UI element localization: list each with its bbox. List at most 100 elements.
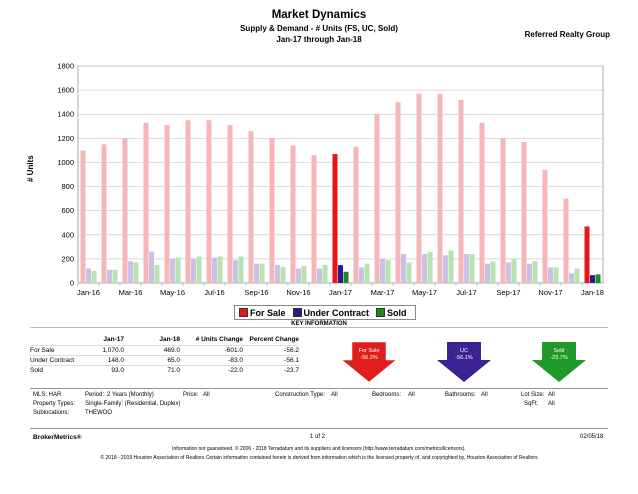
arrow-value-uc: -56.1% [455,355,473,361]
bar-for-sale [122,138,128,283]
x-tick-label: May-16 [160,288,185,297]
legend-label-sold: Sold [387,307,407,318]
cell-jan18: 65.0 [124,355,180,366]
table-row: Under Contract 148.0 65.0 -83.0 -56.1 [30,355,299,366]
bar-sold [574,268,580,283]
bar-sold [427,251,433,283]
y-tick-label: 400 [61,230,74,239]
filter-construction-label: Construction Type: [275,392,325,398]
y-tick-label: 1400 [57,110,74,119]
bar-for-sale [353,146,359,283]
bar-for-sale [311,155,317,283]
bar-under-contract [506,262,511,283]
bar-sold [259,263,265,283]
filter-construction-value: All [331,392,338,398]
bar-under-contract [86,268,91,283]
cell-change: -601.0 [180,345,243,356]
bar-for-sale [101,144,107,283]
bar-sold [532,261,538,283]
bar-sold [217,256,223,283]
bar-under-contract [422,254,427,283]
bar-under-contract [128,261,133,283]
y-tick-label: 600 [61,206,74,215]
bar-for-sale [521,141,527,283]
bar-under-contract [464,254,469,283]
bar-for-sale [164,125,170,283]
bar-sold [238,256,244,283]
table-row: For Sale 1,070.0 469.0 -601.0 -56.2 [30,345,299,356]
arrow-value-sold: -23.7% [550,355,568,361]
bar-for-sale [500,138,506,283]
filter-bedrooms-label: Bedrooms: [372,392,402,398]
row-label: Under Contract [30,355,94,366]
bar-under-contract [212,257,217,283]
y-tick-label: 1000 [57,158,74,167]
bar-for-sale [563,198,569,283]
bar-under-contract [107,269,112,283]
cell-change: -22.0 [180,365,243,375]
filter-lotsize-value: All [548,392,555,398]
bar-for-sale [395,102,401,284]
legend-swatch-under-contract [292,308,302,317]
bar-under-contract [569,273,574,283]
bar-for-sale [416,93,422,283]
chart-period: Jan-17 through Jan-18 [276,35,362,44]
header-jan17: Jan-17 [103,336,124,343]
cell-jan17: 93.0 [94,365,124,375]
x-tick-label: Jul-17 [456,288,476,297]
header-percent-change: Percent Change [249,336,300,343]
filter-subloc-value: THEWOO [85,410,112,416]
bar-sold [301,266,307,283]
filter-lotsize-label: Lot Size: [521,392,545,398]
x-tick-label: Jan-17 [329,288,352,297]
bar-for-sale [143,122,149,284]
bar-sold [469,254,475,283]
bar-for-sale [269,138,275,283]
filter-sqft-label: SqFt: [524,401,539,407]
cell-jan18: 71.0 [124,365,180,375]
footer-disclaimer-1: Information not guaranteed. © 2006 - 201… [172,446,466,452]
bar-for-sale [458,99,464,283]
bar-under-contract [233,260,238,283]
bar-sold [553,267,559,283]
chart-legend: For Sale Under Contract Sold [234,305,416,320]
bar-for-sale [80,150,86,283]
key-information-heading: KEY INFORMATION [30,321,608,328]
legend-swatch-for-sale [239,308,248,317]
arrow-label-for-sale: For Sale [359,348,380,354]
bar-under-contract [317,268,322,283]
filter-subloc-label: Sublocations: [33,410,70,416]
x-tick-label: Mar-16 [119,288,143,297]
arrow-label-uc: UC [460,348,468,354]
bar-for-sale [332,154,338,283]
arrow-label-sold: Sold [553,348,564,354]
cell-jan17: 148.0 [94,355,124,366]
bar-sold [364,263,370,283]
bar-under-contract [401,254,406,283]
bar-under-contract [338,265,343,283]
header-units-change: # Units Change [195,336,243,343]
bar-sold [511,258,517,283]
bar-sold [154,264,160,283]
x-tick-label: Sep-17 [496,288,520,297]
supply-demand-chart: 0 200 400 600 800 1000 1200 1400 1600 1800 Jan-16 M… [57,62,604,298]
bar-under-contract [380,258,385,283]
filter-price-value: All [203,392,210,398]
bar-under-contract [527,263,532,283]
filter-mls: MLS: HAR [33,392,62,398]
y-tick-label: 1600 [57,86,74,95]
bar-sold [322,264,328,283]
bar-under-contract [443,255,448,283]
chart-title: Market Dynamics [271,9,367,21]
bar-for-sale [227,125,233,283]
bar-under-contract [359,267,364,283]
x-tick-label: Sep-16 [244,288,268,297]
cell-change: -83.0 [180,355,243,366]
arrow-for-sale-icon: For Sale -56.2% [341,341,397,383]
bar-sold [133,262,139,283]
y-tick-label: 0 [70,279,74,288]
bar-under-contract [590,275,595,283]
cell-jan18: 469.0 [124,345,180,356]
filter-period-value: 2 Years (Monthly) [107,392,154,398]
bar-for-sale [542,169,548,283]
